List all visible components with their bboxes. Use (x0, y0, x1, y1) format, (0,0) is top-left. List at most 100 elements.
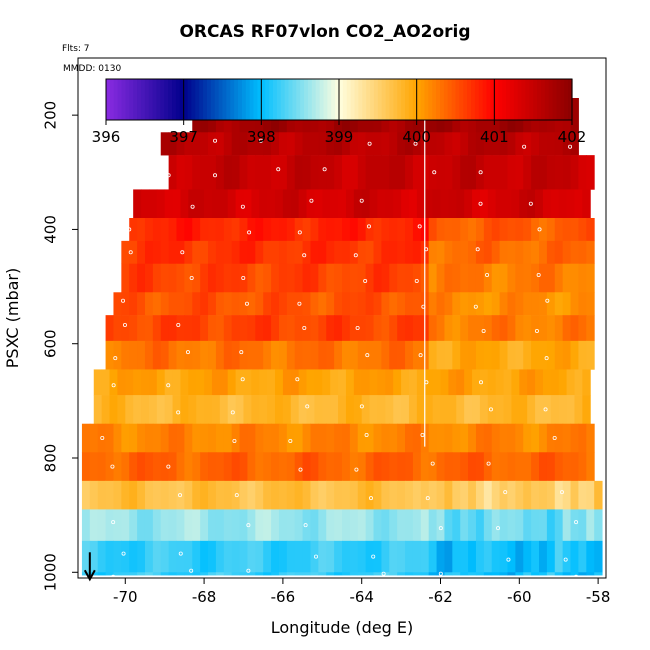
heatmap-cell (286, 423, 296, 453)
colorbar-segment (339, 79, 344, 120)
heatmap-cell (278, 340, 288, 370)
observation-marker (240, 377, 245, 382)
heatmap-cell (294, 423, 304, 453)
heatmap-cell (109, 369, 118, 396)
heatmap-cell (523, 423, 532, 453)
colorbar-segment (350, 79, 356, 120)
colorbar-segment (548, 79, 554, 120)
heatmap-cell (117, 369, 126, 396)
heatmap-cell (121, 480, 130, 510)
heatmap-cell (420, 540, 430, 573)
heatmap-cell (235, 395, 244, 425)
heatmap-cell (562, 218, 572, 242)
observation-marker (303, 523, 308, 528)
observation-marker (241, 275, 246, 280)
heatmap-cell (507, 292, 516, 316)
heatmap-cell (271, 480, 280, 510)
heatmap-cell (93, 369, 103, 396)
heatmap-cell (310, 132, 319, 156)
heatmap-cell (475, 480, 485, 510)
heatmap-cell (263, 509, 272, 542)
heatmap-cell (160, 292, 170, 316)
heatmap-cell (223, 292, 233, 316)
heatmap-cell (444, 540, 453, 573)
observation-marker (359, 198, 364, 203)
heatmap-cell (286, 480, 296, 510)
heatmap-cell (326, 155, 335, 190)
heatmap-cell (546, 423, 556, 453)
heatmap-cell (546, 240, 556, 265)
heatmap-cell (475, 572, 485, 576)
heatmap-cell (330, 369, 339, 396)
heatmap-cell (448, 369, 457, 396)
heatmap-cell (137, 572, 146, 576)
colorbar-segment (276, 79, 282, 120)
heatmap-cell (401, 369, 410, 396)
colorbar-segment (172, 79, 177, 120)
heatmap-cell (235, 369, 244, 396)
heatmap-cell (523, 509, 532, 542)
heatmap-cell (164, 189, 174, 219)
heatmap-cell (460, 218, 469, 242)
heatmap-cell (554, 423, 564, 453)
heatmap-cell (570, 240, 579, 265)
heatmap-cell (499, 155, 508, 190)
heatmap-cell (558, 189, 568, 219)
heatmap-cell (531, 263, 540, 293)
heatmap-cell (428, 572, 438, 576)
heatmap-cell (184, 452, 193, 482)
colorbar-segment (393, 79, 398, 120)
heatmap-cell (515, 240, 524, 265)
heatmap-cell (223, 218, 233, 242)
heatmap-cell (475, 292, 485, 316)
heatmap-cell (152, 218, 162, 242)
heatmap-cell (483, 423, 493, 453)
heatmap-cell (499, 132, 508, 156)
heatmap-cell (184, 240, 193, 265)
heatmap-cell (271, 240, 280, 265)
observation-marker (288, 438, 293, 443)
heatmap-cell (141, 369, 150, 396)
heatmap-cell (121, 509, 130, 542)
observation-marker (381, 571, 386, 576)
heatmap-cell (436, 540, 445, 573)
heatmap-cell (424, 369, 434, 396)
heatmap-cell (306, 369, 315, 396)
heatmap-cell (373, 340, 382, 370)
heatmap-cell (200, 263, 209, 293)
heatmap-cell (570, 423, 579, 453)
heatmap-cell (483, 240, 493, 265)
heatmap-cell (491, 340, 501, 370)
heatmap-cell (578, 340, 587, 370)
heatmap-cell (357, 292, 367, 316)
heatmap-cell (247, 263, 256, 293)
heatmap-cell (121, 292, 130, 316)
heatmap-cell (452, 340, 461, 370)
heatmap-cell (255, 509, 264, 542)
heatmap-cell (385, 369, 394, 396)
heatmap-cell (444, 263, 453, 293)
heatmap-cell (318, 340, 327, 370)
heatmap-cell (326, 218, 335, 242)
heatmap-cell (452, 132, 461, 156)
heatmap-cell (208, 315, 217, 342)
heatmap-cell (531, 480, 540, 510)
heatmap-cell (420, 509, 430, 542)
heatmap-cell (499, 509, 508, 542)
observation-marker (166, 383, 171, 388)
heatmap-cell (286, 240, 296, 265)
observation-marker (305, 404, 310, 409)
heatmap-cell (381, 423, 390, 453)
heatmap-cell (499, 292, 508, 316)
heatmap-cell (290, 189, 300, 219)
heatmap-cell (192, 315, 201, 342)
heatmap-cell (475, 423, 485, 453)
heatmap-cell (263, 218, 272, 242)
heatmap-cell (566, 189, 575, 219)
observation-marker (366, 224, 371, 229)
heatmap-cell (184, 218, 193, 242)
heatmap-cell (176, 509, 185, 542)
heatmap-cell (231, 340, 241, 370)
heatmap-cell (594, 540, 603, 573)
heatmap-cell (215, 423, 225, 453)
